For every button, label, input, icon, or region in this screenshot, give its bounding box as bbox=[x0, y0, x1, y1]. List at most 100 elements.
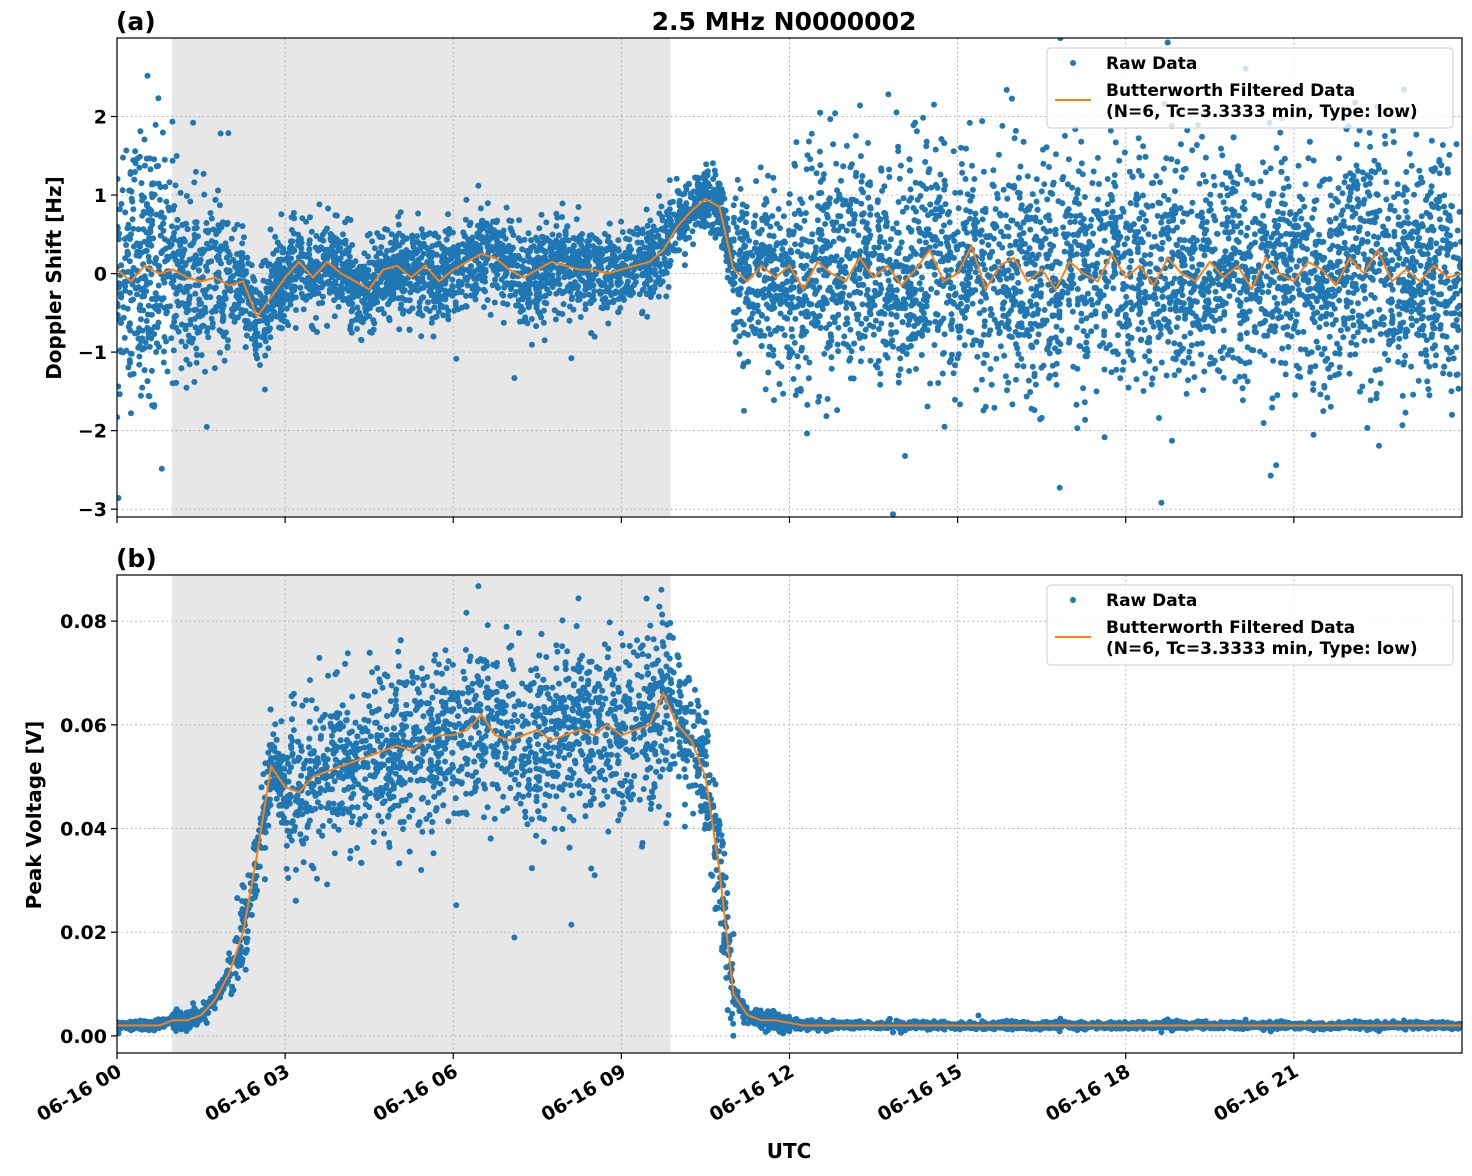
raw-point bbox=[1059, 327, 1065, 333]
raw-point bbox=[1038, 219, 1044, 225]
raw-point bbox=[852, 211, 858, 217]
raw-point bbox=[1389, 257, 1395, 263]
raw-point bbox=[894, 314, 900, 320]
raw-point bbox=[786, 200, 792, 206]
y-tick-label: −2 bbox=[78, 421, 107, 443]
raw-point bbox=[1294, 363, 1300, 369]
raw-point bbox=[825, 396, 831, 402]
raw-point bbox=[130, 216, 136, 222]
raw-point bbox=[165, 369, 171, 375]
raw-point bbox=[400, 311, 406, 317]
raw-point bbox=[1087, 223, 1093, 229]
raw-point bbox=[927, 381, 933, 387]
raw-point bbox=[863, 245, 869, 251]
raw-point bbox=[1258, 178, 1264, 184]
raw-point bbox=[1392, 233, 1398, 239]
raw-point bbox=[1209, 280, 1215, 286]
raw-point bbox=[536, 225, 542, 231]
raw-point bbox=[1206, 300, 1212, 306]
raw-point bbox=[1264, 248, 1270, 254]
raw-point bbox=[146, 259, 152, 265]
raw-point bbox=[933, 243, 939, 249]
raw-point bbox=[884, 270, 890, 276]
raw-point bbox=[262, 387, 268, 393]
raw-point bbox=[978, 299, 984, 305]
raw-point bbox=[316, 201, 322, 207]
raw-point bbox=[1062, 249, 1068, 255]
raw-point bbox=[847, 202, 853, 208]
raw-point bbox=[827, 321, 833, 327]
raw-point bbox=[1323, 321, 1329, 327]
raw-point bbox=[1082, 194, 1088, 200]
raw-point bbox=[1032, 371, 1038, 377]
raw-point bbox=[155, 95, 161, 101]
raw-point bbox=[1310, 293, 1316, 299]
raw-point bbox=[1118, 304, 1124, 310]
raw-point bbox=[1376, 307, 1382, 313]
raw-point bbox=[878, 321, 884, 327]
raw-point bbox=[1277, 130, 1283, 136]
raw-point bbox=[832, 110, 838, 116]
raw-point bbox=[957, 401, 963, 407]
raw-point bbox=[1030, 364, 1036, 370]
raw-point bbox=[1416, 168, 1422, 174]
raw-point bbox=[982, 266, 988, 272]
raw-point bbox=[478, 205, 484, 211]
raw-point bbox=[115, 384, 121, 390]
raw-point bbox=[225, 130, 231, 136]
raw-point bbox=[913, 297, 919, 303]
raw-point bbox=[1147, 269, 1153, 275]
raw-point bbox=[770, 175, 776, 181]
raw-point bbox=[1280, 325, 1286, 331]
raw-point bbox=[1177, 237, 1183, 243]
raw-point bbox=[267, 334, 273, 340]
raw-point bbox=[1023, 261, 1029, 267]
raw-point bbox=[935, 185, 941, 191]
raw-point bbox=[782, 240, 788, 246]
raw-point bbox=[526, 230, 532, 236]
raw-point bbox=[146, 303, 152, 309]
raw-point bbox=[1025, 173, 1031, 179]
raw-point bbox=[1247, 308, 1253, 314]
raw-point bbox=[864, 240, 870, 246]
raw-point bbox=[1013, 329, 1019, 335]
raw-point bbox=[1014, 221, 1020, 227]
raw-point bbox=[1040, 147, 1046, 153]
raw-point bbox=[301, 306, 307, 312]
raw-point bbox=[937, 194, 943, 200]
raw-point bbox=[1452, 310, 1458, 316]
raw-point bbox=[160, 130, 166, 136]
raw-point bbox=[897, 355, 903, 361]
raw-point bbox=[141, 286, 147, 292]
raw-point bbox=[1122, 241, 1128, 247]
raw-point bbox=[1303, 181, 1309, 187]
raw-point bbox=[463, 293, 469, 299]
raw-point bbox=[816, 394, 822, 400]
raw-point bbox=[1060, 224, 1066, 230]
raw-point bbox=[1137, 271, 1143, 277]
raw-point bbox=[747, 317, 753, 323]
raw-point bbox=[1337, 364, 1343, 370]
raw-point bbox=[797, 196, 803, 202]
raw-point bbox=[157, 197, 163, 203]
raw-point bbox=[543, 219, 549, 225]
raw-point bbox=[1229, 190, 1235, 196]
raw-point bbox=[450, 230, 456, 236]
raw-point bbox=[851, 228, 857, 234]
raw-point bbox=[880, 338, 886, 344]
chart-title: 2.5 MHz N0000002 bbox=[652, 7, 917, 36]
raw-point bbox=[645, 230, 651, 236]
raw-point bbox=[1385, 357, 1391, 363]
raw-point bbox=[1405, 214, 1411, 220]
raw-point bbox=[161, 349, 167, 355]
raw-point bbox=[1146, 231, 1152, 237]
raw-point bbox=[735, 177, 741, 183]
raw-point bbox=[1057, 315, 1063, 321]
raw-point bbox=[1376, 443, 1382, 449]
y-axis-label-b: Peak Voltage [V] bbox=[22, 721, 46, 910]
raw-point bbox=[958, 145, 964, 151]
raw-point bbox=[1335, 199, 1341, 205]
raw-point bbox=[1186, 349, 1192, 355]
raw-point bbox=[1351, 290, 1357, 296]
raw-point bbox=[982, 323, 988, 329]
